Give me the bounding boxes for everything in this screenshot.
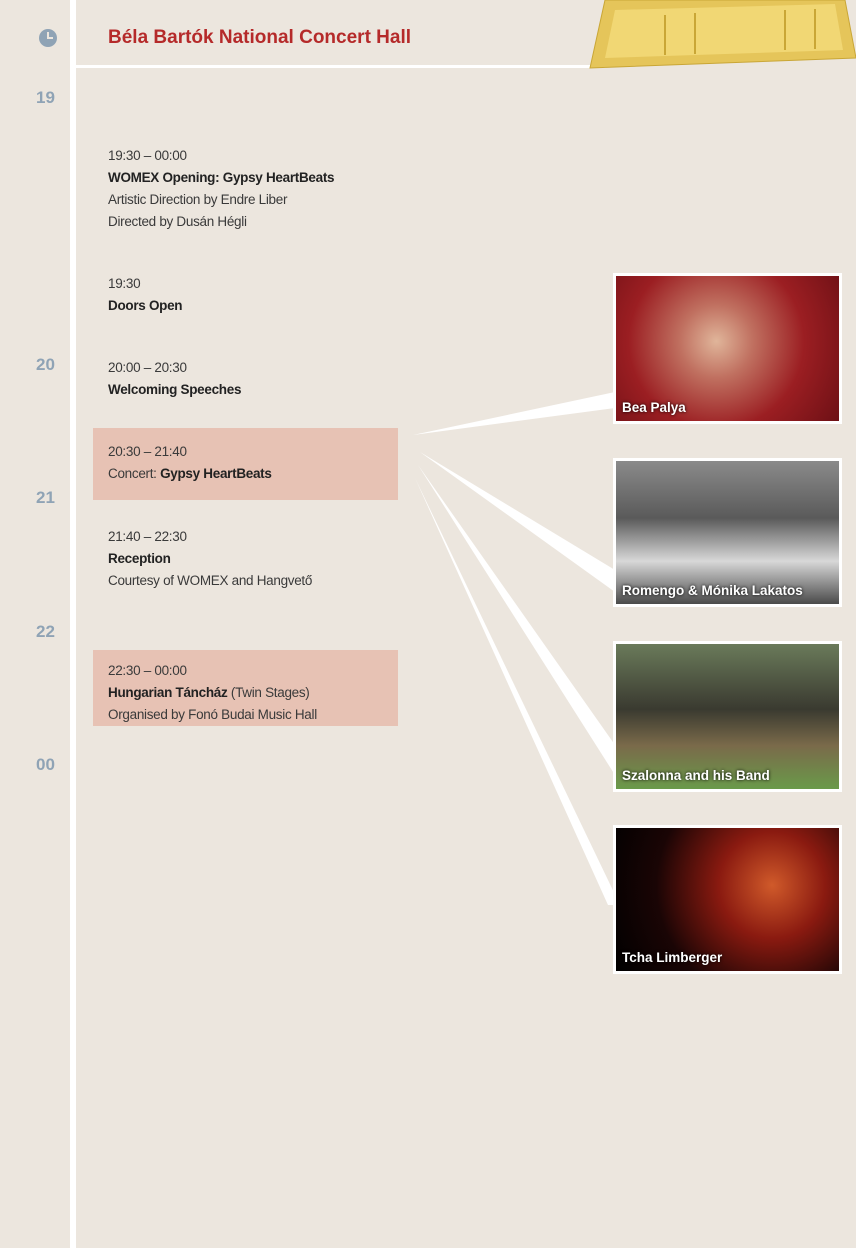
performer-name: Tcha Limberger (622, 950, 723, 965)
event: 19:30 Doors Open (108, 273, 183, 317)
event-title: WOMEX Opening: Gypsy HeartBeats (108, 170, 335, 185)
performer-name: Romengo & Mónika Lakatos (622, 583, 803, 598)
venue-title: Béla Bartók National Concert Hall (108, 27, 412, 48)
event-time: 20:30 – 21:40 (108, 444, 187, 459)
event-title: Welcoming Speeches (108, 382, 242, 397)
hour-label: 22 (36, 622, 55, 641)
header-rule (76, 65, 606, 68)
performer-name: Szalonna and his Band (622, 768, 770, 783)
event-time: 20:00 – 20:30 (108, 360, 187, 375)
hour-label: 21 (36, 488, 55, 507)
hour-label: 19 (36, 88, 55, 107)
venue-illustration (589, 0, 856, 69)
event: 22:30 – 00:00 Hungarian Táncház (Twin St… (108, 660, 317, 726)
event-title: Doors Open (108, 298, 183, 313)
performer-photo: Szalonna and his Band (613, 641, 842, 792)
performer-photo: Romengo & Mónika Lakatos (613, 458, 842, 607)
event-line: Artistic Direction by Endre Liber (108, 192, 288, 207)
event-prefix: Concert: (108, 466, 157, 481)
event-time: 19:30 – 00:00 (108, 148, 187, 163)
event-line: Courtesy of WOMEX and Hangvető (108, 573, 313, 588)
highlight (93, 428, 398, 500)
event-title: Reception (108, 551, 171, 566)
event-time: 19:30 (108, 276, 141, 291)
event-time: 21:40 – 22:30 (108, 529, 187, 544)
hour-label: 00 (36, 755, 55, 774)
performer-photo: Bea Palya (613, 273, 842, 424)
clock-icon (39, 29, 57, 47)
event-time: 22:30 – 00:00 (108, 663, 187, 678)
performer-name: Bea Palya (622, 400, 686, 415)
timeline-rule (70, 0, 76, 1248)
highlight (93, 650, 398, 726)
event: 19:30 – 00:00 WOMEX Opening: Gypsy Heart… (108, 145, 335, 233)
event: 21:40 – 22:30 Reception Courtesy of WOME… (108, 526, 312, 592)
event-line: Organised by Fonó Budai Music Hall (108, 707, 317, 722)
event-suffix: (Twin Stages) (230, 685, 310, 700)
event-title: Hungarian Táncház (108, 685, 228, 700)
event: 20:30 – 21:40 Concert: Gypsy HeartBeats (108, 441, 272, 485)
event-title: Gypsy HeartBeats (160, 466, 272, 481)
event: 20:00 – 20:30 Welcoming Speeches (108, 357, 241, 401)
hour-label: 20 (36, 355, 55, 374)
event-line: Directed by Dusán Hégli (108, 214, 247, 229)
performer-photo: Tcha Limberger (613, 825, 842, 974)
